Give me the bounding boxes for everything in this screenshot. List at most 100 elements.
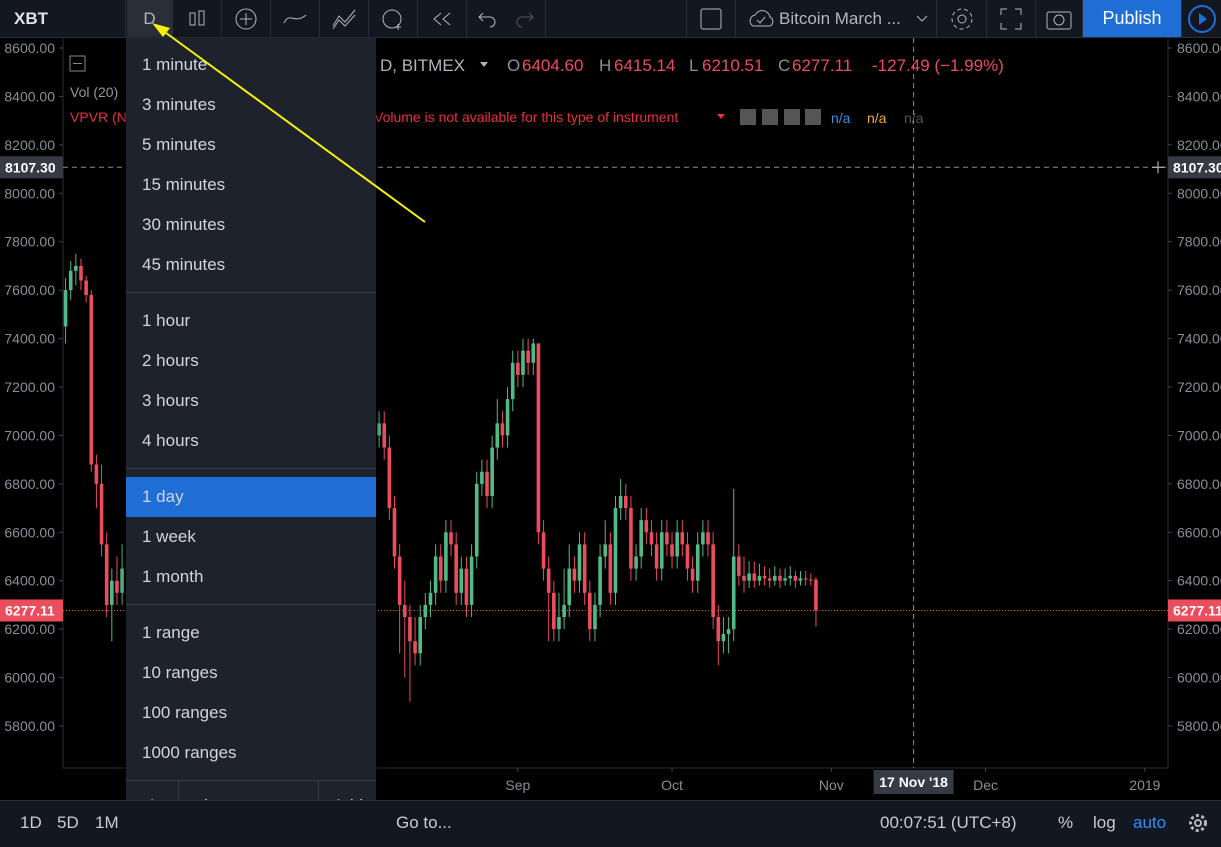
- menu-item[interactable]: 1 week: [142, 527, 196, 546]
- snapshot-button[interactable]: [1036, 0, 1083, 37]
- candle-body: [526, 350, 530, 363]
- range-button[interactable]: 1M: [95, 813, 119, 832]
- undo-button[interactable]: [467, 0, 507, 37]
- publish-button[interactable]: Publish: [1083, 0, 1182, 37]
- alert-button[interactable]: [369, 0, 418, 37]
- candle-body: [115, 580, 119, 593]
- candle-body: [737, 556, 741, 576]
- templates-button[interactable]: [320, 0, 369, 37]
- menu-item[interactable]: 1 month: [142, 567, 204, 586]
- x-tick-label: Nov: [819, 777, 844, 793]
- candle-body: [99, 483, 104, 545]
- icon: [516, 12, 534, 27]
- candle-body: [449, 532, 453, 545]
- legend-source: D, BITMEX: [380, 56, 465, 75]
- na-value: n/a: [904, 110, 924, 126]
- menu-item[interactable]: 1000 ranges: [142, 743, 237, 762]
- indicators-button[interactable]: [271, 0, 320, 37]
- candle-body: [89, 294, 94, 465]
- candle-body: [423, 604, 428, 618]
- candle-body: [695, 544, 700, 581]
- replay-button[interactable]: [418, 0, 467, 37]
- candle-body: [603, 544, 608, 557]
- last-price-box: [0, 599, 63, 622]
- menu-item[interactable]: 15 minutes: [142, 175, 226, 194]
- log-toggle[interactable]: log: [1093, 813, 1116, 832]
- auto-toggle[interactable]: auto: [1133, 813, 1167, 832]
- menu-item[interactable]: 1 hour: [142, 311, 191, 330]
- menu-item[interactable]: 2 hours: [142, 351, 199, 370]
- icon: [478, 12, 496, 27]
- symbol[interactable]: XBT: [0, 0, 126, 37]
- fullscreen-button[interactable]: [987, 0, 1036, 37]
- percent-toggle[interactable]: %: [1058, 813, 1074, 832]
- chart-type-button[interactable]: [173, 0, 222, 37]
- indicator-button[interactable]: [762, 109, 778, 125]
- interval-button[interactable]: D: [127, 0, 173, 37]
- separator: [126, 468, 376, 469]
- candle-body: [480, 471, 484, 484]
- menu-item[interactable]: 30 minutes: [142, 215, 226, 234]
- candle-body: [418, 617, 422, 654]
- menu-item[interactable]: 3 hours: [142, 391, 199, 410]
- candle-body: [721, 633, 726, 642]
- range-button[interactable]: 1D: [20, 813, 42, 832]
- menu-item[interactable]: 10 ranges: [142, 663, 218, 682]
- candle-body: [680, 532, 685, 545]
- range-button[interactable]: 5D: [57, 813, 79, 832]
- x-tick-label: Sep: [505, 777, 530, 793]
- candle-body: [577, 544, 582, 581]
- vpvr-warning: Volume is not available for this type of…: [374, 109, 678, 125]
- menu-item[interactable]: 3 minutes: [142, 95, 216, 114]
- icon: [916, 15, 928, 22]
- indicator-button[interactable]: [740, 109, 756, 125]
- candle-body: [387, 447, 392, 509]
- ohlc-value: 6210.51: [702, 56, 763, 75]
- candle-body: [469, 556, 474, 605]
- candle-body: [433, 556, 438, 593]
- candle-body: [711, 544, 715, 618]
- menu-item[interactable]: 1 minute: [142, 55, 208, 74]
- chart-name[interactable]: Bitcoin March ...: [735, 0, 937, 37]
- goto-button[interactable]: Go to...: [396, 813, 452, 832]
- candle-body: [659, 532, 664, 569]
- candle-body: [639, 520, 643, 557]
- y-tick-label: 6800.00: [1177, 476, 1221, 492]
- candle-body: [444, 532, 448, 581]
- menu-item[interactable]: 5 minutes: [142, 135, 216, 154]
- icon: [700, 8, 722, 29]
- settings-button[interactable]: [938, 0, 987, 37]
- settings-icon[interactable]: [1188, 813, 1208, 833]
- icon: [189, 10, 205, 25]
- play-button[interactable]: [1183, 0, 1221, 37]
- icon: [1046, 11, 1072, 29]
- candle-body: [747, 573, 751, 581]
- candle-body: [413, 641, 417, 654]
- menu-item[interactable]: 1 range: [142, 623, 200, 642]
- y-tick-label: 8000.00: [1177, 185, 1221, 201]
- crosshair-date-box: [873, 770, 954, 794]
- dropdown-caret: [480, 62, 488, 67]
- y-tick-label: 6400.00: [4, 573, 55, 589]
- menu-item[interactable]: 4 hours: [142, 431, 199, 450]
- candle-body: [654, 544, 659, 569]
- candle-body: [675, 532, 679, 557]
- layout-button[interactable]: [686, 0, 736, 37]
- candle-body: [798, 578, 803, 581]
- candle-body: [608, 544, 613, 593]
- y-tick-label: 6000.00: [1177, 670, 1221, 686]
- candle-body: [485, 471, 489, 496]
- indicator-button[interactable]: [805, 109, 821, 125]
- candle-body: [84, 280, 88, 295]
- y-tick-label: 6800.00: [4, 476, 55, 492]
- icon: [951, 8, 973, 29]
- menu-item[interactable]: 100 ranges: [142, 703, 228, 722]
- candle-body: [588, 592, 592, 630]
- candle-body: [531, 343, 536, 363]
- redo-button[interactable]: [505, 0, 546, 37]
- compare-button[interactable]: [222, 0, 271, 37]
- indicator-button[interactable]: [784, 109, 800, 125]
- menu-item[interactable]: 1 day: [126, 477, 376, 517]
- vpvr-label: VPVR (N: [70, 109, 127, 125]
- menu-item[interactable]: 45 minutes: [142, 255, 226, 274]
